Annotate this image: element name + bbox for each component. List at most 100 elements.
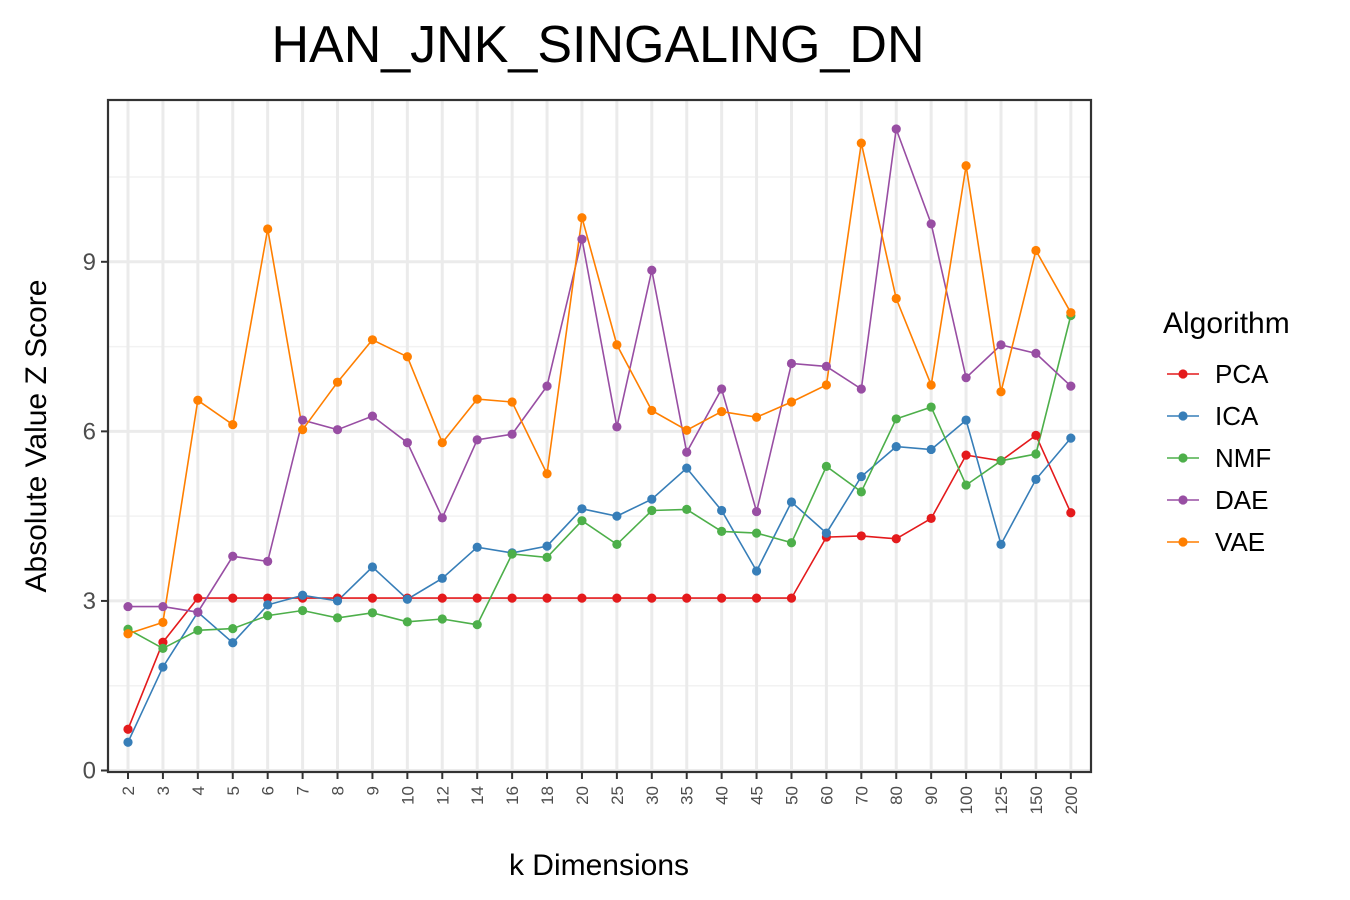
legend-label: NMF [1215,443,1271,473]
data-point-ica [123,737,133,747]
data-point-vae [961,161,971,171]
x-tick-label: 150 [1027,786,1046,814]
data-point-dae [786,358,797,369]
x-tick-label: 5 [224,786,243,795]
data-point-nmf [193,625,203,635]
data-point-ica [856,471,866,482]
data-point-pca [123,724,133,734]
x-axis: 2 3 4 5 6 7 8 9 10 12 14 16 18 20 25 30 35 40 45 50 60 70 80 90… [119,772,1081,814]
data-point-nmf [298,605,308,616]
data-point-dae [507,429,517,439]
data-point-nmf [786,538,797,548]
data-point-dae [402,438,412,448]
legend-key-point [1178,495,1188,505]
data-point-nmf [961,480,971,490]
series-lines [127,128,1072,743]
data-point-vae [298,425,308,435]
data-point-dae [856,384,866,394]
data-point-dae [228,551,238,561]
data-point-ica [472,542,482,552]
data-point-pca [647,593,657,603]
data-point-ica [1066,433,1076,443]
x-tick-label: 3 [154,786,173,795]
data-point-pca [612,593,622,603]
data-point-vae [577,213,587,223]
data-point-vae [926,380,936,390]
data-point-vae [367,335,378,345]
data-point-dae [751,507,762,517]
data-point-pca [751,593,762,603]
data-point-vae [682,425,692,435]
data-point-ica [612,511,622,521]
data-point-ica [891,442,901,452]
data-point-vae [717,406,727,417]
data-point-pca [367,593,378,603]
data-point-pca [961,450,971,460]
data-point-nmf [437,614,447,624]
x-tick-label: 70 [852,786,871,805]
data-point-pca [717,593,727,603]
data-point-pca [542,593,552,603]
data-point-dae [996,340,1006,350]
y-tick-label: 6 [83,418,96,445]
x-tick-label: 6 [259,786,278,795]
data-point-pca [891,534,901,544]
data-point-dae [367,411,378,421]
data-point-dae [263,556,273,566]
data-point-vae [996,387,1006,397]
x-tick-label: 60 [817,786,836,805]
data-point-vae [193,395,203,405]
data-point-nmf [228,624,238,634]
data-point-ica [961,415,971,425]
data-point-ica [717,505,727,516]
series-line-ica [127,418,1072,743]
legend-item-nmf: NMF [1167,443,1271,473]
data-point-dae [682,447,692,457]
data-point-pca [1031,430,1041,440]
data-point-vae [263,224,273,234]
legend-item-dae: DAE [1167,485,1268,515]
data-point-ica [298,590,308,600]
data-point-pca [1066,508,1076,518]
data-point-nmf [472,620,482,630]
x-tick-label: 90 [922,786,941,805]
legend-title: Algorithm [1163,307,1290,340]
data-point-dae [1031,348,1041,358]
data-point-dae [717,384,727,394]
data-point-nmf [647,505,657,516]
data-point-nmf [263,611,273,621]
data-point-ica [542,541,552,551]
data-point-ica [647,494,657,504]
data-point-dae [542,381,552,391]
data-point-pca [437,593,447,603]
x-tick-label: 45 [748,786,767,805]
data-point-dae [612,422,622,432]
data-point-dae [926,219,936,229]
data-point-pca [507,593,517,603]
data-point-dae [158,601,168,612]
data-point-ica [926,444,936,455]
data-point-dae [472,435,482,445]
x-tick-label: 18 [538,786,557,805]
data-point-vae [437,438,447,448]
legend-item-ica: ICA [1167,401,1259,431]
data-point-nmf [612,539,622,550]
x-tick-label: 35 [678,786,697,805]
x-tick-label: 4 [189,786,208,795]
data-point-pca [682,593,692,603]
data-point-dae [577,234,587,244]
data-point-ica [437,573,447,583]
series-line-vae [127,142,1072,635]
data-point-nmf [891,414,901,424]
data-point-dae [298,415,308,425]
data-point-nmf [158,643,168,654]
x-tick-label: 20 [573,786,592,805]
data-point-pca [193,593,203,603]
data-point-dae [123,601,133,612]
y-tick-label: 9 [83,249,96,276]
x-tick-label: 16 [503,786,522,805]
data-point-pca [228,593,238,603]
series-points [123,124,1076,747]
data-point-dae [821,361,832,371]
